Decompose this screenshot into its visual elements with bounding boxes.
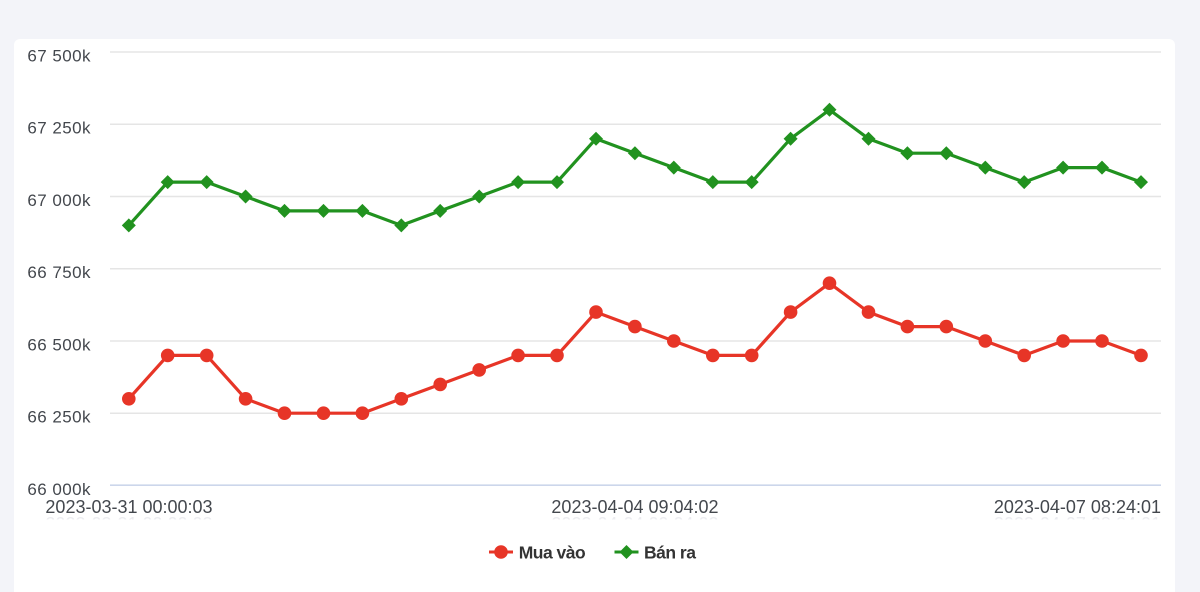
svg-text:2023-04-04 09:04:02: 2023-04-04 09:04:02 <box>551 514 718 534</box>
svg-text:66 250k: 66 250k <box>27 408 91 427</box>
svg-text:2023-04-07 08:24:01: 2023-04-07 08:24:01 <box>994 497 1161 517</box>
svg-text:67 250k: 67 250k <box>27 119 91 138</box>
svg-text:67 500k: 67 500k <box>27 46 91 65</box>
svg-text:2023-04-07 08:24:01: 2023-04-07 08:24:01 <box>994 514 1161 534</box>
svg-text:66 500k: 66 500k <box>27 335 91 354</box>
svg-text:Mua vào: Mua vào <box>519 543 586 563</box>
svg-text:66 000k: 66 000k <box>27 480 91 499</box>
svg-text:2023-03-31 00:00:03: 2023-03-31 00:00:03 <box>45 514 212 534</box>
svg-text:Bán ra: Bán ra <box>644 543 696 563</box>
svg-text:67 000k: 67 000k <box>27 191 91 210</box>
svg-text:2023-04-04 09:04:02: 2023-04-04 09:04:02 <box>551 497 718 517</box>
svg-text:2023-03-31 00:00:03: 2023-03-31 00:00:03 <box>45 497 212 517</box>
svg-text:66 750k: 66 750k <box>27 263 91 282</box>
